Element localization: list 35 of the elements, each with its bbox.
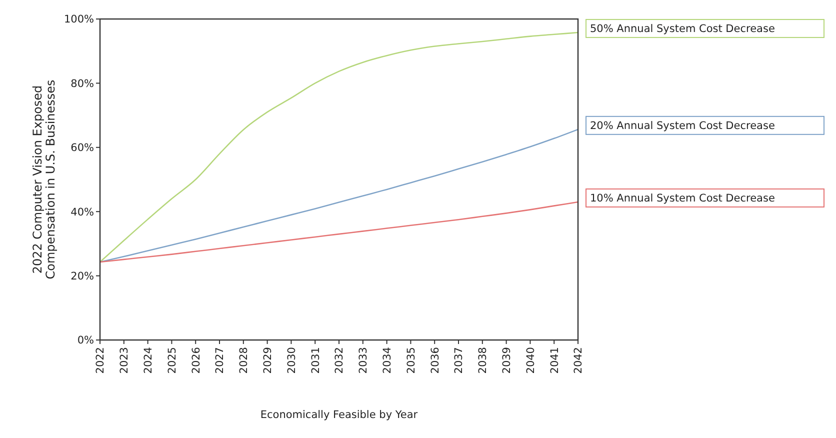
x-tick-label: 2031	[310, 347, 322, 374]
x-tick-label: 2040	[524, 347, 537, 374]
line-series	[99, 32, 579, 263]
series-label: 50% Annual System Cost Decrease	[590, 23, 775, 36]
x-tick-label: 2042	[572, 347, 585, 374]
x-tick-label: 2028	[238, 347, 250, 374]
x-tick-label: 2030	[286, 347, 298, 374]
x-tick-label: 2039	[500, 347, 513, 374]
y-tick-label: 40%	[70, 206, 94, 218]
y-tick-label: 0%	[77, 334, 94, 347]
x-axis-title: Economically Feasible by Year	[260, 409, 418, 421]
x-tick-label: 2041	[548, 347, 561, 374]
y-tick-label: 80%	[70, 78, 94, 90]
y-tick-label: 20%	[70, 270, 94, 282]
line-series	[99, 128, 579, 263]
x-tick-label: 2022	[94, 347, 107, 374]
x-tick-label: 2035	[405, 347, 418, 374]
x-tick-label: 2038	[477, 347, 490, 374]
x-tick-label: 2026	[190, 346, 202, 374]
y-tick-label: 100%	[64, 14, 94, 26]
series-label: 20% Annual System Cost Decrease	[590, 120, 775, 132]
y-axis-title: 2022 Computer Vision Exposed Compensation in U.S. Businesses	[30, 80, 58, 280]
x-tick-label: 2033	[358, 347, 370, 374]
x-tick-label: 2029	[262, 347, 274, 374]
y-tick-label: 60%	[70, 142, 94, 154]
x-tick-label: 2025	[166, 347, 178, 374]
x-tick-label: 2023	[118, 347, 131, 374]
x-tick-label: 2034	[381, 346, 394, 374]
x-tick-label: 2037	[453, 347, 466, 374]
x-tick-label: 2024	[142, 346, 154, 374]
x-tick-label: 2032	[334, 347, 346, 374]
x-tick-label: 2036	[429, 346, 442, 374]
line-series	[99, 201, 579, 263]
series-label: 10% Annual System Cost Decrease	[590, 192, 775, 205]
x-tick-label: 2027	[214, 347, 226, 374]
